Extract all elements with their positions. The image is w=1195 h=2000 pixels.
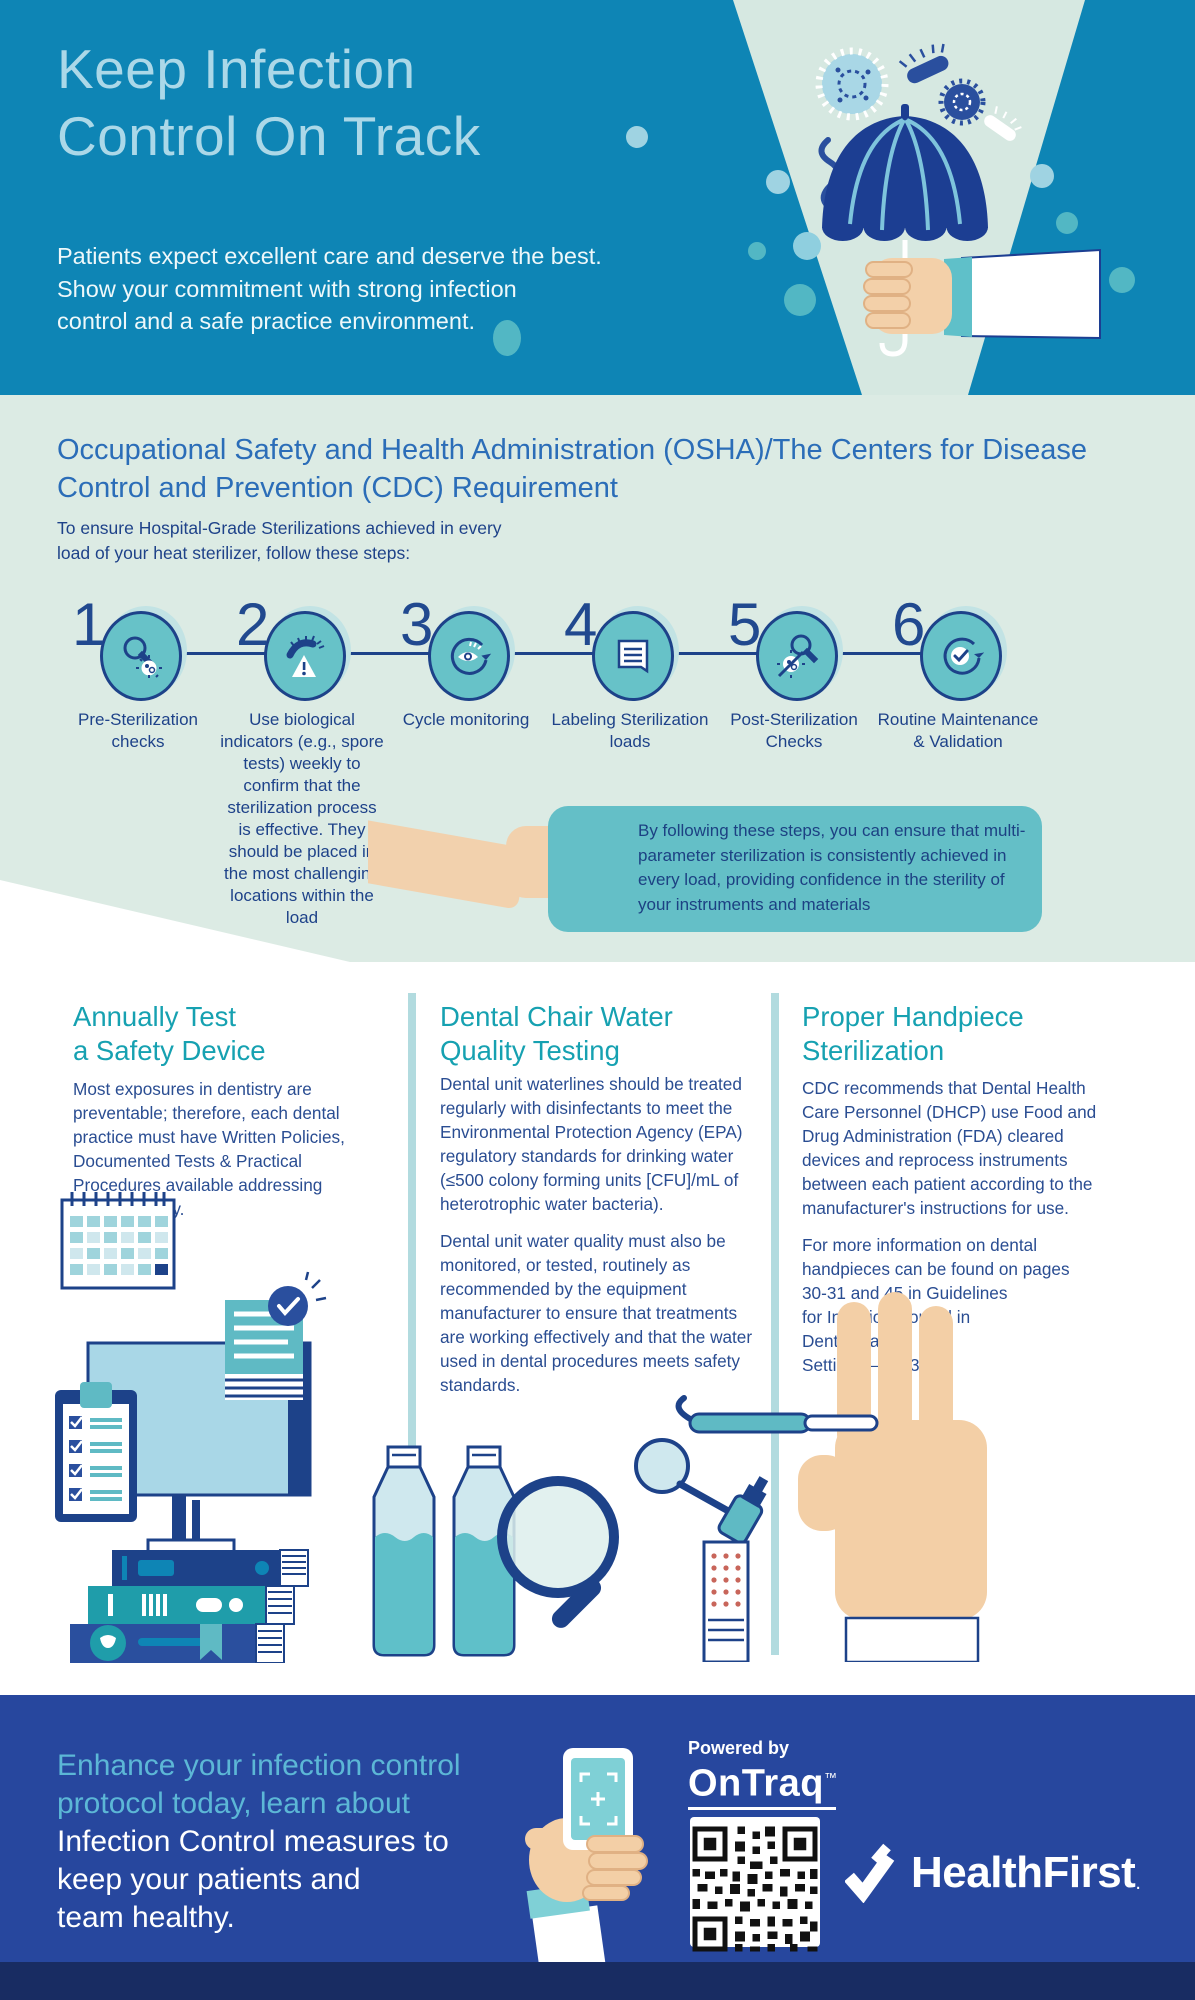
- page-title: Keep Infection Control On Track: [57, 36, 481, 170]
- document-check-icon: [225, 1271, 327, 1400]
- step-1: 1 Pre-Sterilization checks: [56, 555, 220, 855]
- step-2-label: Use biological indicators (e.g., spore t…: [220, 710, 384, 927]
- eye-cycle-icon: [428, 611, 510, 701]
- step-6-number: 6: [892, 591, 926, 658]
- hand-holding-phone-icon: [525, 1748, 648, 1962]
- magnifier-no-germ-icon: [756, 611, 838, 701]
- umbrella-icon: [822, 104, 988, 357]
- footer-section: Enhance your infection control protocol …: [0, 1695, 1195, 1962]
- ontraq-logo: Powered by OnTraq™: [688, 1738, 838, 1810]
- trademark-symbol: ™: [824, 1770, 838, 1785]
- water-bottle-icon: [372, 1445, 436, 1657]
- step-4: 4 Labeling Sterilization loads: [548, 555, 712, 855]
- magnifier-germ-icon: [100, 611, 182, 701]
- qr-pattern: [692, 1826, 818, 1952]
- column-divider: [408, 993, 416, 1655]
- bacteria-icon: [898, 43, 949, 84]
- step-3-number: 3: [400, 591, 434, 658]
- osha-heading: Occupational Safety and Health Administr…: [57, 434, 1087, 504]
- header-subtitle: Patients expect excellent care and deser…: [57, 243, 602, 334]
- bacteria-white-icon: [984, 106, 1022, 141]
- healthfirst-logo: HealthFirst .: [845, 1843, 1141, 1903]
- books-stack-icon: [70, 1549, 309, 1663]
- decorative-dots: [493, 126, 1135, 356]
- qr-code[interactable]: [690, 1817, 820, 1952]
- step-2-number: 2: [236, 591, 270, 658]
- column-divider: [771, 993, 779, 1655]
- healthfirst-mark: .: [1135, 1872, 1141, 1894]
- step-6-label: Routine Maintenance & Validation: [877, 710, 1039, 751]
- step-2: 2 Use biological indicators (e.g., spore…: [220, 555, 384, 928]
- step-3-label: Cycle monitoring: [402, 710, 530, 729]
- header-section: Keep Infection Control On Track Patients…: [0, 0, 1195, 395]
- hand-dental-tools-illustration: [634, 1292, 987, 1662]
- healthfirst-check-icon: [845, 1843, 895, 1903]
- title-line-2: Control On Track: [57, 105, 481, 167]
- step-4-number: 4: [564, 591, 598, 658]
- water-bottle-icon: [452, 1445, 516, 1657]
- dental-scaler-icon: [675, 1395, 879, 1434]
- column-1-body: Most exposures in dentistry are preventa…: [73, 1079, 345, 1219]
- step-3: 3 Cycle monitoring: [384, 555, 548, 855]
- step-5: 5 Post-Sterilization Checks: [712, 555, 876, 855]
- step-5-label: Post-Sterilization Checks: [730, 710, 858, 751]
- magnifier-icon: [497, 1476, 619, 1628]
- title-line-1: Keep Infection: [57, 38, 416, 100]
- check-refresh-icon: [920, 611, 1002, 701]
- step-6: 6 Routine Maintenance & Validation: [876, 555, 1040, 855]
- step-5-number: 5: [728, 591, 762, 658]
- calendar-icon: [60, 1192, 176, 1290]
- column-1-heading: Annually Test a Safety Device: [73, 1001, 266, 1066]
- bottom-strip: [0, 1962, 1195, 2000]
- umbrella-germs-illustration: [493, 0, 1135, 395]
- virus-dark-icon: [938, 78, 986, 126]
- callout-box: By following these steps, you can ensure…: [548, 806, 1042, 932]
- step-4-label: Labeling Sterilization loads: [551, 710, 709, 751]
- biological-indicator-warning-icon: [264, 611, 346, 701]
- column-2-heading: Dental Chair Water Quality Testing: [440, 1001, 673, 1066]
- osha-intro: To ensure Hospital-Grade Sterilizations …: [57, 518, 502, 563]
- sterilization-steps: 1 Pre-Sterilization checks 2: [56, 555, 1040, 928]
- label-note-icon: [592, 611, 674, 701]
- steps-connector-line: [138, 652, 958, 655]
- three-column-section: Annually Test a Safety Device Most expos…: [0, 962, 1195, 1695]
- ontraq-underline: [688, 1806, 836, 1810]
- white-wedge-shape: [0, 880, 350, 962]
- hand-holding-umbrella: [863, 248, 1101, 340]
- clipboard-checklist-icon: [55, 1382, 137, 1522]
- callout-text: By following these steps, you can ensure…: [638, 821, 1026, 914]
- dental-handpiece-icon: [702, 1476, 769, 1662]
- virus-icon: [815, 47, 889, 121]
- ontraq-wordmark: OnTraq: [688, 1762, 825, 1805]
- footer-cta: Enhance your infection control protocol …: [57, 1749, 461, 1934]
- records-computer-illustration: [55, 1192, 327, 1663]
- step-1-label: Pre-Sterilization checks: [78, 710, 198, 751]
- column-2-body: Dental unit waterlines should be treated…: [440, 1074, 753, 1395]
- hand-icon: [798, 1292, 987, 1662]
- column-3-heading: Proper Handpiece Sterilization: [802, 1001, 1024, 1066]
- osha-cdc-section: Occupational Safety and Health Administr…: [0, 395, 1195, 962]
- step-1-number: 1: [72, 591, 106, 658]
- water-bottles-magnifier-illustration: [372, 1445, 619, 1657]
- healthfirst-wordmark: HealthFirst: [911, 1848, 1136, 1897]
- powered-by-label: Powered by: [688, 1738, 790, 1758]
